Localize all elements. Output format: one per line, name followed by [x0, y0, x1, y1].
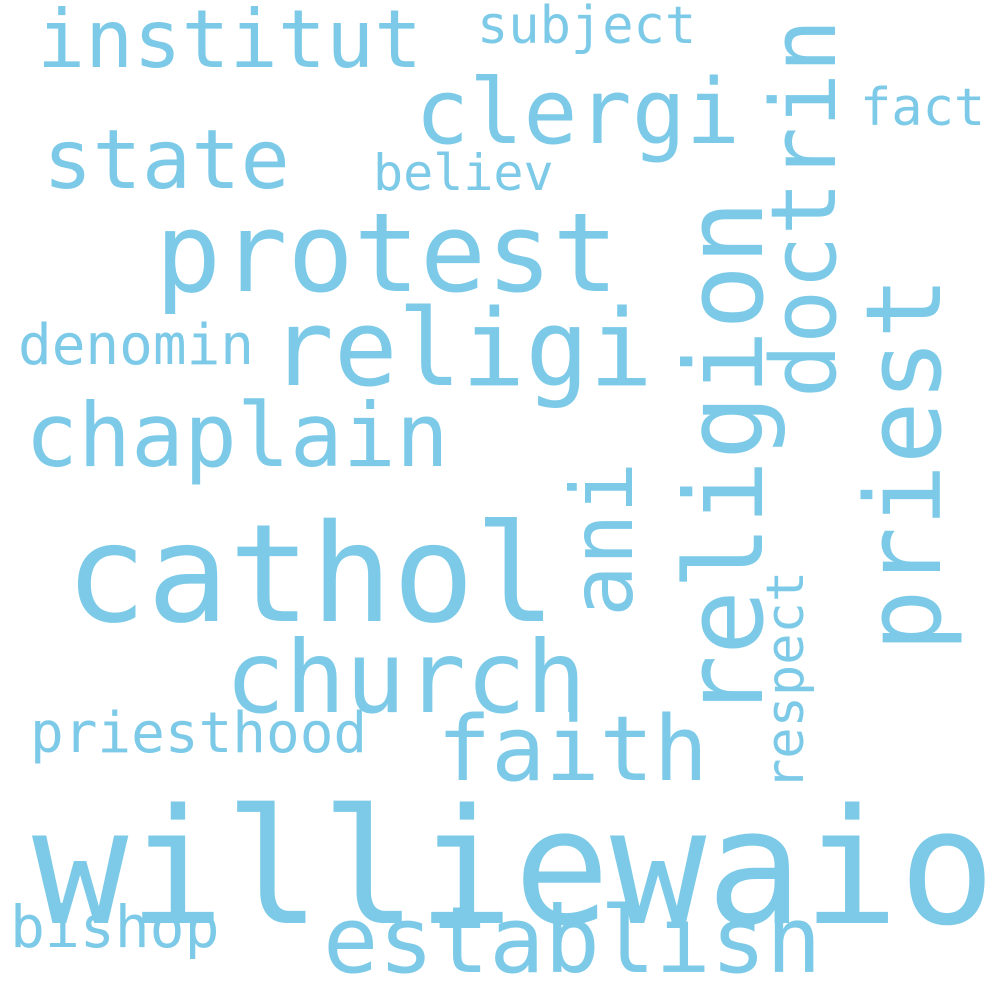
word-williewaiola: williewaiola	[32, 774, 1000, 961]
word-believ: believ	[373, 144, 554, 202]
word-cathol: cathol	[65, 496, 557, 654]
word-faith: faith	[437, 697, 708, 802]
word-respect: respect	[756, 570, 816, 790]
word-denomin: denomin	[18, 313, 255, 378]
word-establish: establish	[323, 887, 822, 994]
word-fact: fact	[860, 78, 986, 138]
word-subject: subject	[477, 0, 697, 56]
word-clergi: clergi	[415, 60, 741, 165]
word-doctrin: doctrin	[752, 18, 857, 398]
word-ani: ani	[553, 461, 653, 617]
word-priesthood: priesthood	[30, 701, 368, 766]
word-institut: institut	[37, 0, 423, 86]
word-bishop: bishop	[10, 893, 220, 961]
word-priest: priest	[843, 276, 965, 652]
word-state: state	[43, 113, 290, 208]
word-church: church	[225, 619, 587, 736]
word-protest: protest	[155, 189, 619, 317]
word-religi: religi	[270, 287, 653, 410]
word-chaplain: chaplain	[25, 384, 449, 487]
